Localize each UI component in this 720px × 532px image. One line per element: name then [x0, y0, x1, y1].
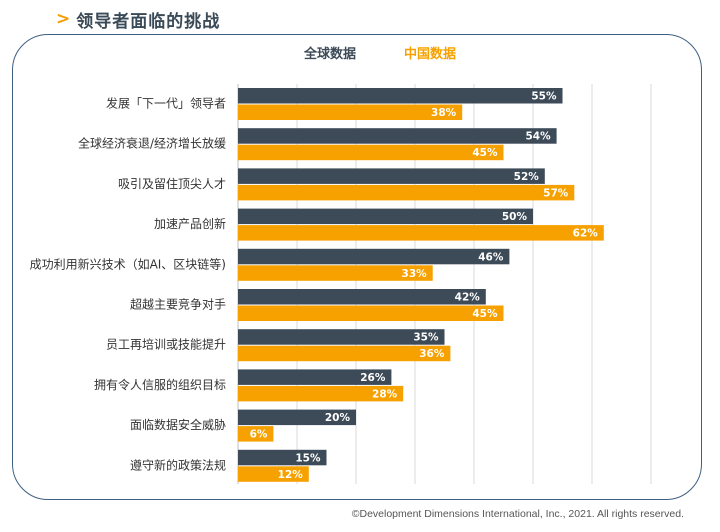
category-group: 员工再培训或技能提升 35% 36% — [106, 329, 451, 362]
bar-china — [238, 426, 274, 442]
value-label: 20% — [325, 412, 351, 424]
category-label: 超越主要竞争对手 — [130, 297, 226, 312]
value-label: 62% — [573, 228, 599, 240]
bar-china — [238, 225, 604, 241]
bar-china — [238, 265, 433, 281]
bar-global — [238, 449, 327, 466]
value-label: 28% — [372, 388, 398, 400]
value-label: 50% — [502, 211, 528, 223]
category-group: 加速产品创新 50% 62% — [154, 208, 604, 241]
category-group: 遵守新的政策法规 15% 12% — [130, 449, 327, 482]
category-label: 吸引及留住顶尖人才 — [118, 177, 226, 191]
value-label: 6% — [250, 429, 268, 441]
category-label: 遵守新的政策法规 — [130, 457, 226, 472]
bar-global — [238, 168, 545, 184]
page-title: 领导者面临的挑战 — [76, 11, 221, 32]
legend-entry: 中国数据 — [404, 46, 456, 62]
value-label: 42% — [455, 292, 481, 304]
chart-frame — [12, 34, 702, 500]
bar-global — [238, 329, 445, 345]
value-label: 52% — [514, 171, 540, 183]
value-label: 55% — [531, 91, 557, 103]
category-group: 面临数据安全威胁 20% 6% — [130, 409, 356, 442]
category-label: 发展「下一代」领导者 — [106, 96, 226, 111]
bar-china — [238, 104, 463, 120]
value-label: 36% — [419, 348, 445, 360]
bar-china — [238, 184, 575, 201]
category-label: 员工再培训或技能提升 — [106, 337, 226, 352]
value-label: 45% — [472, 147, 498, 159]
bar-china — [238, 385, 404, 402]
value-label: 12% — [278, 469, 304, 481]
value-label: 33% — [402, 268, 428, 280]
category-label: 面临数据安全威胁 — [130, 417, 226, 432]
category-group: 拥有令人信服的组织目标 26% 28% — [94, 369, 404, 402]
category-label: 成功利用新兴技术（如AI、区块链等) — [30, 256, 226, 271]
title-row: > 领导者面临的挑战 — [56, 6, 220, 32]
title-arrow-icon: > — [56, 8, 71, 29]
bar-china — [238, 466, 309, 482]
value-label: 35% — [413, 332, 439, 344]
bar-china — [238, 345, 451, 362]
category-group: 吸引及留住顶尖人才 52%57% — [118, 168, 575, 201]
category-group: 成功利用新兴技术（如AI、区块链等) 46% 33% — [30, 248, 510, 281]
bar-global — [238, 248, 510, 265]
bar-global — [238, 88, 563, 104]
value-label: 57% — [543, 187, 569, 199]
legend: 全球数据 中国数据 — [303, 46, 456, 62]
copyright-notice: ©Development Dimensions International, I… — [351, 508, 684, 520]
bar-global — [238, 128, 557, 144]
bar-global — [238, 369, 392, 385]
bar-global — [238, 289, 486, 305]
category-group: 全球经济衰退/经济增长放缓 54% 45% — [78, 128, 557, 161]
value-label: 45% — [472, 308, 498, 320]
value-label: 54% — [525, 131, 551, 143]
bar-global — [238, 409, 356, 426]
category-label: 全球经济衰退/经济增长放缓 — [78, 136, 226, 151]
category-label: 拥有令人信服的组织目标 — [94, 377, 226, 392]
value-label: 46% — [478, 251, 504, 263]
value-label: 26% — [360, 372, 386, 384]
value-label: 15% — [295, 452, 321, 464]
legend-entry: 全球数据 — [303, 46, 356, 62]
category-group: 发展「下一代」领导者 55% 38% — [106, 88, 563, 120]
category-label: 加速产品创新 — [154, 216, 226, 231]
value-label: 38% — [431, 107, 457, 119]
bar-china — [238, 305, 504, 321]
bar-china — [238, 144, 504, 161]
bar-global — [238, 208, 533, 225]
category-group: 超越主要竞争对手 42% 45% — [130, 289, 504, 321]
